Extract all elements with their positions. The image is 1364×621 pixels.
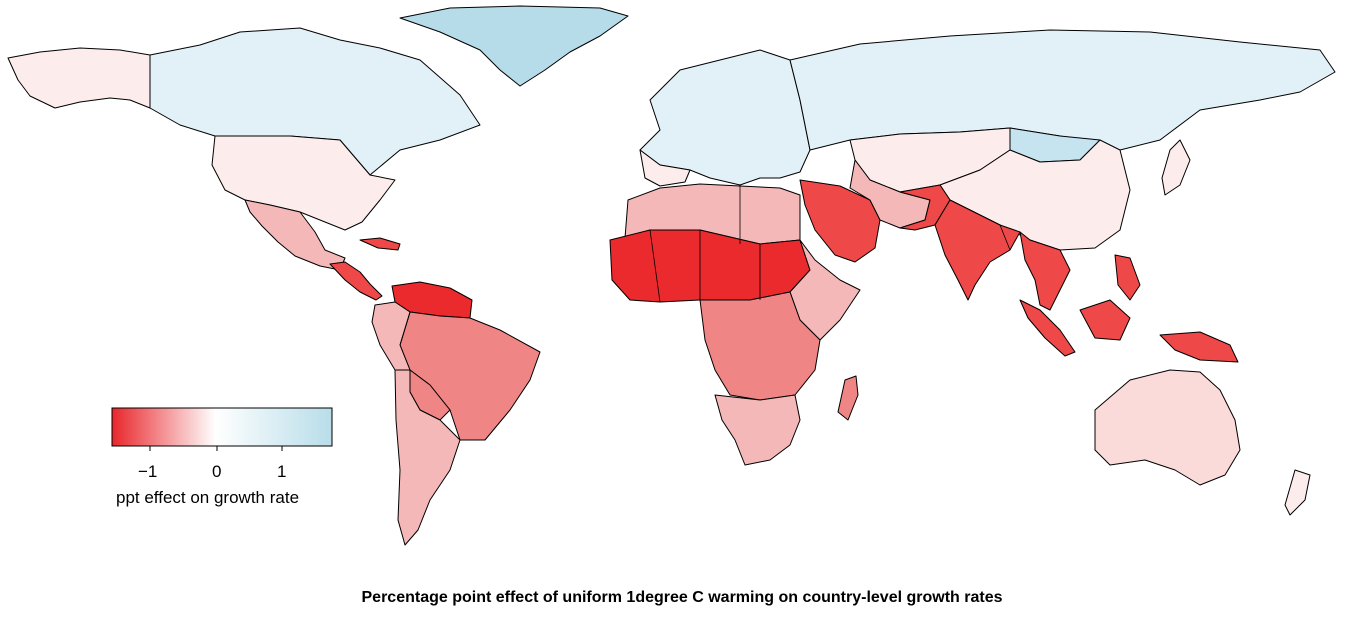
region-argentina-chile [394, 369, 461, 546]
region-philippines [1114, 254, 1141, 301]
legend-tick-label: 0 [212, 462, 222, 481]
legend-tick-label: −1 [138, 462, 158, 481]
legend-tick-label: 1 [277, 462, 287, 481]
region-sumatra [1019, 299, 1076, 357]
region-southeast-asia [1019, 231, 1071, 311]
region-east-africa [789, 239, 861, 341]
region-borneo-java [1079, 299, 1131, 341]
region-japan [1161, 139, 1191, 196]
region-central-america [329, 261, 383, 301]
region-usa [211, 135, 396, 231]
region-greenland [399, 5, 629, 87]
region-australia [1094, 369, 1241, 486]
border-lines [399, 186, 1011, 346]
region-canada [149, 27, 481, 176]
region-alaska [7, 47, 151, 109]
map-caption: Percentage point effect of uniform 1degr… [361, 589, 1003, 606]
region-middle-east [799, 179, 881, 263]
region-new-zealand [1284, 469, 1311, 516]
region-russia [789, 29, 1336, 151]
region-central-africa [699, 291, 821, 401]
region-madagascar [837, 375, 859, 421]
region-caribbean [359, 237, 401, 251]
legend-title: ppt effect on growth rate [116, 488, 300, 507]
region-pakistan [899, 184, 951, 231]
region-southern-africa [714, 394, 801, 466]
region-iberia [639, 149, 691, 187]
region-new-guinea [1159, 331, 1239, 363]
region-europe [639, 49, 811, 186]
region-india [934, 199, 1021, 301]
